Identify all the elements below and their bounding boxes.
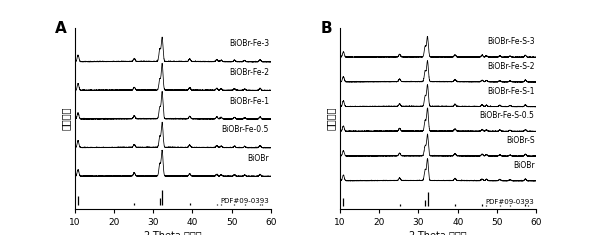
Text: BiOBr-Fe-S-2: BiOBr-Fe-S-2 (487, 62, 535, 71)
X-axis label: 2-Theta （度）: 2-Theta （度） (409, 230, 467, 235)
Text: BiOBr-Fe-0.5: BiOBr-Fe-0.5 (222, 125, 269, 134)
X-axis label: 2-Theta （度）: 2-Theta （度） (144, 230, 201, 235)
Text: PDF#09-0393: PDF#09-0393 (486, 199, 535, 205)
Text: B: B (320, 21, 332, 36)
Text: BiOBr: BiOBr (247, 154, 269, 163)
Text: BiOBr-Fe-S-3: BiOBr-Fe-S-3 (487, 37, 535, 46)
Y-axis label: 相对强度: 相对强度 (325, 107, 336, 130)
Text: BiOBr-S: BiOBr-S (506, 136, 535, 145)
Text: PDF#09-0393: PDF#09-0393 (221, 198, 269, 204)
Y-axis label: 相对强度: 相对强度 (60, 107, 70, 130)
Text: BiOBr-Fe-1: BiOBr-Fe-1 (229, 97, 269, 106)
Text: BiOBr-Fe-2: BiOBr-Fe-2 (229, 68, 269, 77)
Text: A: A (55, 21, 67, 36)
Text: BiOBr-Fe-3: BiOBr-Fe-3 (229, 39, 269, 48)
Text: BiOBr-Fe-S-0.5: BiOBr-Fe-S-0.5 (480, 111, 535, 120)
Text: BiOBr: BiOBr (513, 161, 535, 170)
Text: BiOBr-Fe-S-1: BiOBr-Fe-S-1 (487, 87, 535, 96)
